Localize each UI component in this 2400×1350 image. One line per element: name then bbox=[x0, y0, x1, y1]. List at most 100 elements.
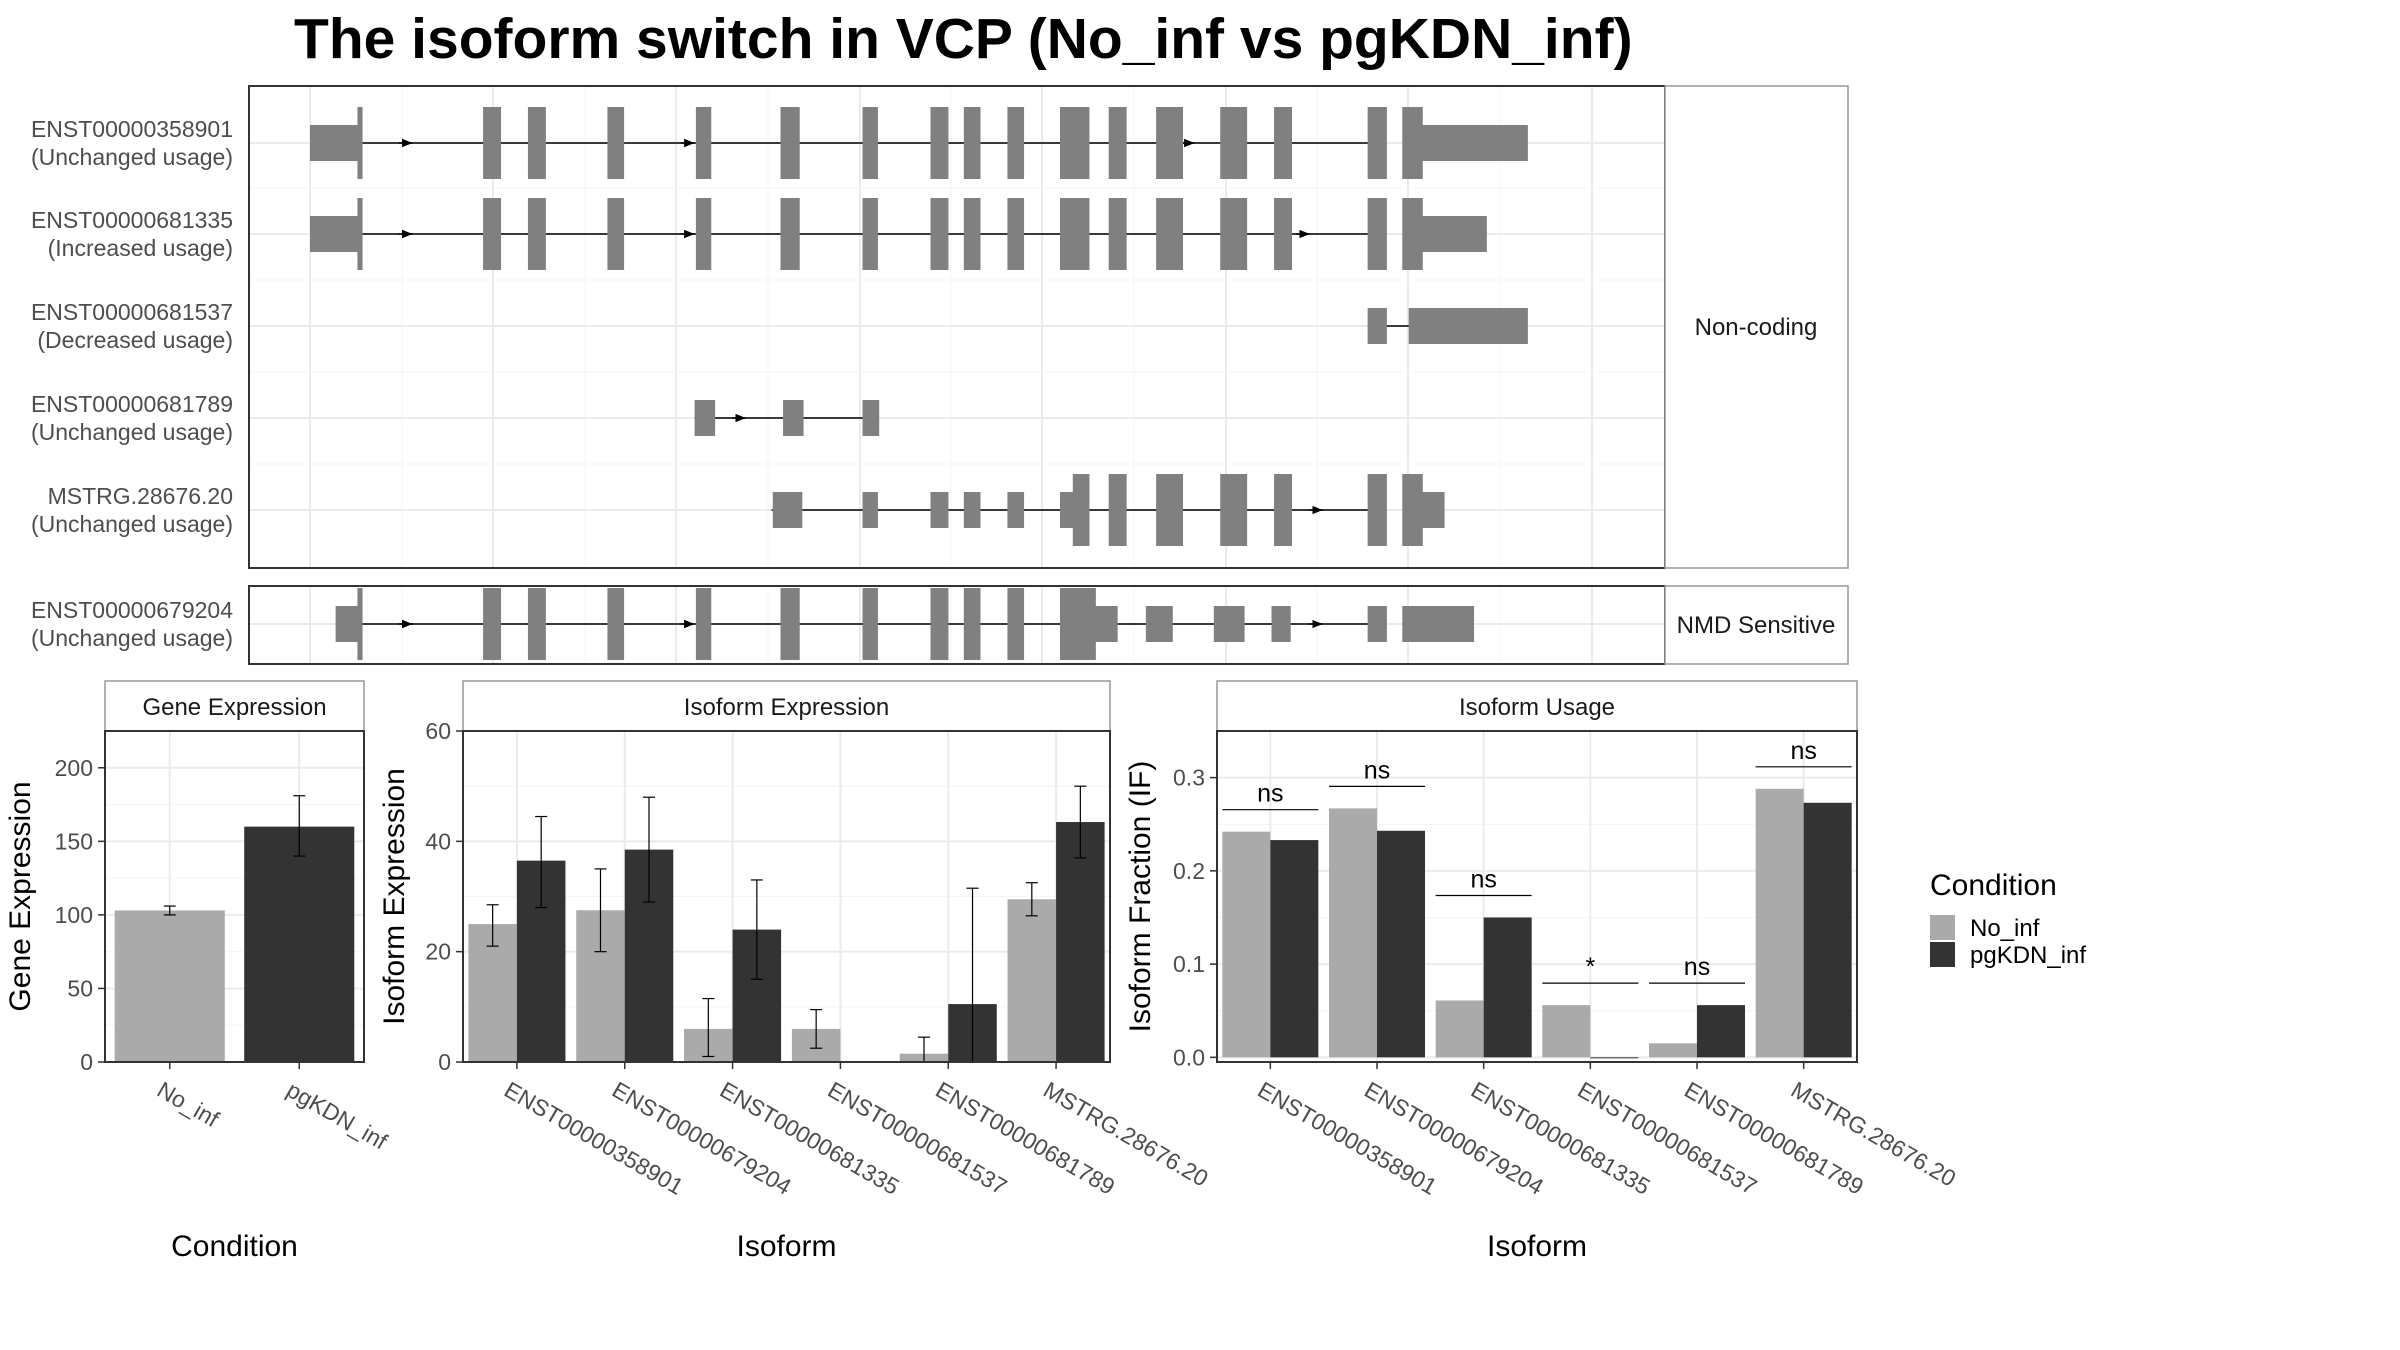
coding-exon bbox=[862, 588, 878, 660]
x-tick-label: ENST00000681789 bbox=[931, 1076, 1119, 1200]
y-tick-label: 0.3 bbox=[1173, 765, 1205, 791]
transcript-MSTRG.28676.20: MSTRG.28676.20(Unchanged usage) bbox=[31, 474, 1445, 546]
utr-exon bbox=[1213, 606, 1245, 642]
utr-exon bbox=[1367, 606, 1387, 642]
chart-panel-border bbox=[104, 730, 365, 1063]
coding-exon bbox=[695, 198, 712, 270]
transcript-usage-label: (Unchanged usage) bbox=[31, 511, 233, 537]
bar bbox=[244, 826, 355, 1062]
coding-exon bbox=[963, 198, 981, 270]
coding-exon bbox=[1156, 474, 1184, 546]
coding-exon bbox=[357, 198, 363, 270]
x-tick-label: ENST00000681789 bbox=[1680, 1076, 1868, 1200]
x-tick-label: pgKDN_inf bbox=[282, 1076, 392, 1154]
transcript-ENST00000681335: ENST00000681335(Increased usage) bbox=[31, 198, 1487, 270]
chart-strip-title: Gene Expression bbox=[142, 694, 326, 721]
bar-chart-isoform-usage: Isoform Usage 0.0 0.1 0.2 0.3 ns ENST000003589… bbox=[1124, 680, 1960, 1263]
bar-chart-isoform-expression: Isoform Expression 0 20 40 60 ENST00000358901… bbox=[378, 680, 1213, 1263]
coding-exon bbox=[780, 107, 800, 179]
coding-exon bbox=[1059, 198, 1090, 270]
y-tick-label: 0.1 bbox=[1173, 951, 1205, 977]
utr-exon bbox=[772, 492, 803, 528]
legend-label: No_inf bbox=[1970, 915, 2040, 942]
legend-title: Condition bbox=[1930, 869, 2057, 902]
coding-exon bbox=[963, 588, 981, 660]
chart-panel-border bbox=[1216, 730, 1858, 1063]
coding-exon bbox=[1007, 198, 1025, 270]
y-tick-label: 0 bbox=[80, 1049, 93, 1075]
transcript-id-label: ENST00000681335 bbox=[31, 207, 233, 233]
x-tick-label: ENST00000358901 bbox=[1253, 1076, 1441, 1200]
coding-exon bbox=[357, 588, 363, 660]
chart-strip-title: Isoform Expression bbox=[684, 694, 889, 721]
legend-label: pgKDN_inf bbox=[1970, 942, 2086, 969]
utr-exon bbox=[1007, 492, 1025, 528]
bar bbox=[1590, 1057, 1639, 1059]
y-axis-title: Isoform Expression bbox=[378, 768, 411, 1025]
utr-exon bbox=[1408, 308, 1528, 344]
transcript-ENST00000358901: ENST00000358901(Unchanged usage) bbox=[31, 107, 1528, 179]
y-axis-title: Isoform Fraction (IF) bbox=[1124, 761, 1157, 1033]
y-tick-label: 40 bbox=[425, 828, 451, 854]
coding-exon bbox=[1156, 198, 1184, 270]
transcript-ENST00000681537: ENST00000681537(Decreased usage) bbox=[31, 299, 1528, 353]
utr-exon bbox=[862, 492, 878, 528]
coding-exon bbox=[1007, 107, 1025, 179]
transcript-id-label: ENST00000358901 bbox=[31, 116, 233, 142]
coding-exon bbox=[1367, 198, 1387, 270]
coding-exon bbox=[862, 107, 878, 179]
utr-exon bbox=[1059, 492, 1076, 528]
coding-exon bbox=[963, 107, 981, 179]
x-tick-label: No_inf bbox=[153, 1076, 224, 1132]
transcript-usage-label: (Unchanged usage) bbox=[31, 625, 233, 651]
coding-exon bbox=[1220, 198, 1248, 270]
coding-exon bbox=[780, 588, 800, 660]
coding-exon bbox=[930, 588, 949, 660]
x-tick-label: ENST00000681335 bbox=[716, 1076, 904, 1200]
y-tick-label: 50 bbox=[67, 975, 93, 1001]
chart-panel-background bbox=[1217, 731, 1857, 1062]
coding-exon bbox=[1402, 107, 1423, 179]
y-tick-label: 0 bbox=[438, 1049, 451, 1075]
x-tick-label: ENST00000679204 bbox=[1360, 1076, 1548, 1200]
coding-exon bbox=[607, 588, 625, 660]
bar bbox=[1007, 899, 1057, 1062]
structure-panel-nmd-sensitive: ENST00000679204(Unchanged usage) NMD Sens… bbox=[31, 585, 1849, 665]
bar bbox=[1377, 830, 1425, 1058]
y-tick-label: 0.0 bbox=[1173, 1044, 1205, 1070]
x-tick-label: ENST00000681537 bbox=[824, 1076, 1012, 1200]
coding-exon bbox=[1072, 474, 1090, 546]
significance-label: ns bbox=[1470, 865, 1496, 893]
chart-title: The isoform switch in VCP (No_inf vs pgK… bbox=[294, 7, 1633, 71]
bar bbox=[1056, 822, 1105, 1062]
utr-exon bbox=[1145, 606, 1173, 642]
utr-exon bbox=[930, 492, 949, 528]
utr-exon bbox=[310, 125, 359, 161]
legend-swatch bbox=[1930, 915, 1955, 940]
coding-exon bbox=[1402, 198, 1423, 270]
structure-panel-non-coding: ENST00000358901(Unchanged usage)ENST0000… bbox=[31, 85, 1849, 569]
bar bbox=[1803, 802, 1852, 1058]
utr-exon bbox=[1367, 308, 1387, 344]
coding-exon bbox=[1367, 107, 1387, 179]
y-tick-label: 150 bbox=[55, 828, 93, 854]
coding-exon bbox=[607, 107, 625, 179]
coding-exon bbox=[695, 107, 712, 179]
y-tick-label: 0.2 bbox=[1173, 858, 1205, 884]
coding-exon bbox=[930, 107, 949, 179]
chart-strip-title: Isoform Usage bbox=[1459, 694, 1615, 721]
significance-label: ns bbox=[1257, 780, 1283, 808]
chart-panel-border bbox=[462, 730, 1111, 1063]
bar bbox=[1435, 1000, 1484, 1058]
coding-exon bbox=[1402, 474, 1423, 546]
bar bbox=[1222, 831, 1271, 1058]
coding-exon bbox=[483, 198, 502, 270]
utr-exon bbox=[963, 492, 981, 528]
coding-exon bbox=[1059, 588, 1093, 660]
coding-exon bbox=[527, 588, 546, 660]
x-axis-title: Isoform bbox=[1487, 1230, 1587, 1263]
transcript-ENST00000679204: ENST00000679204(Unchanged usage) bbox=[31, 588, 1475, 660]
coding-exon bbox=[1059, 107, 1090, 179]
